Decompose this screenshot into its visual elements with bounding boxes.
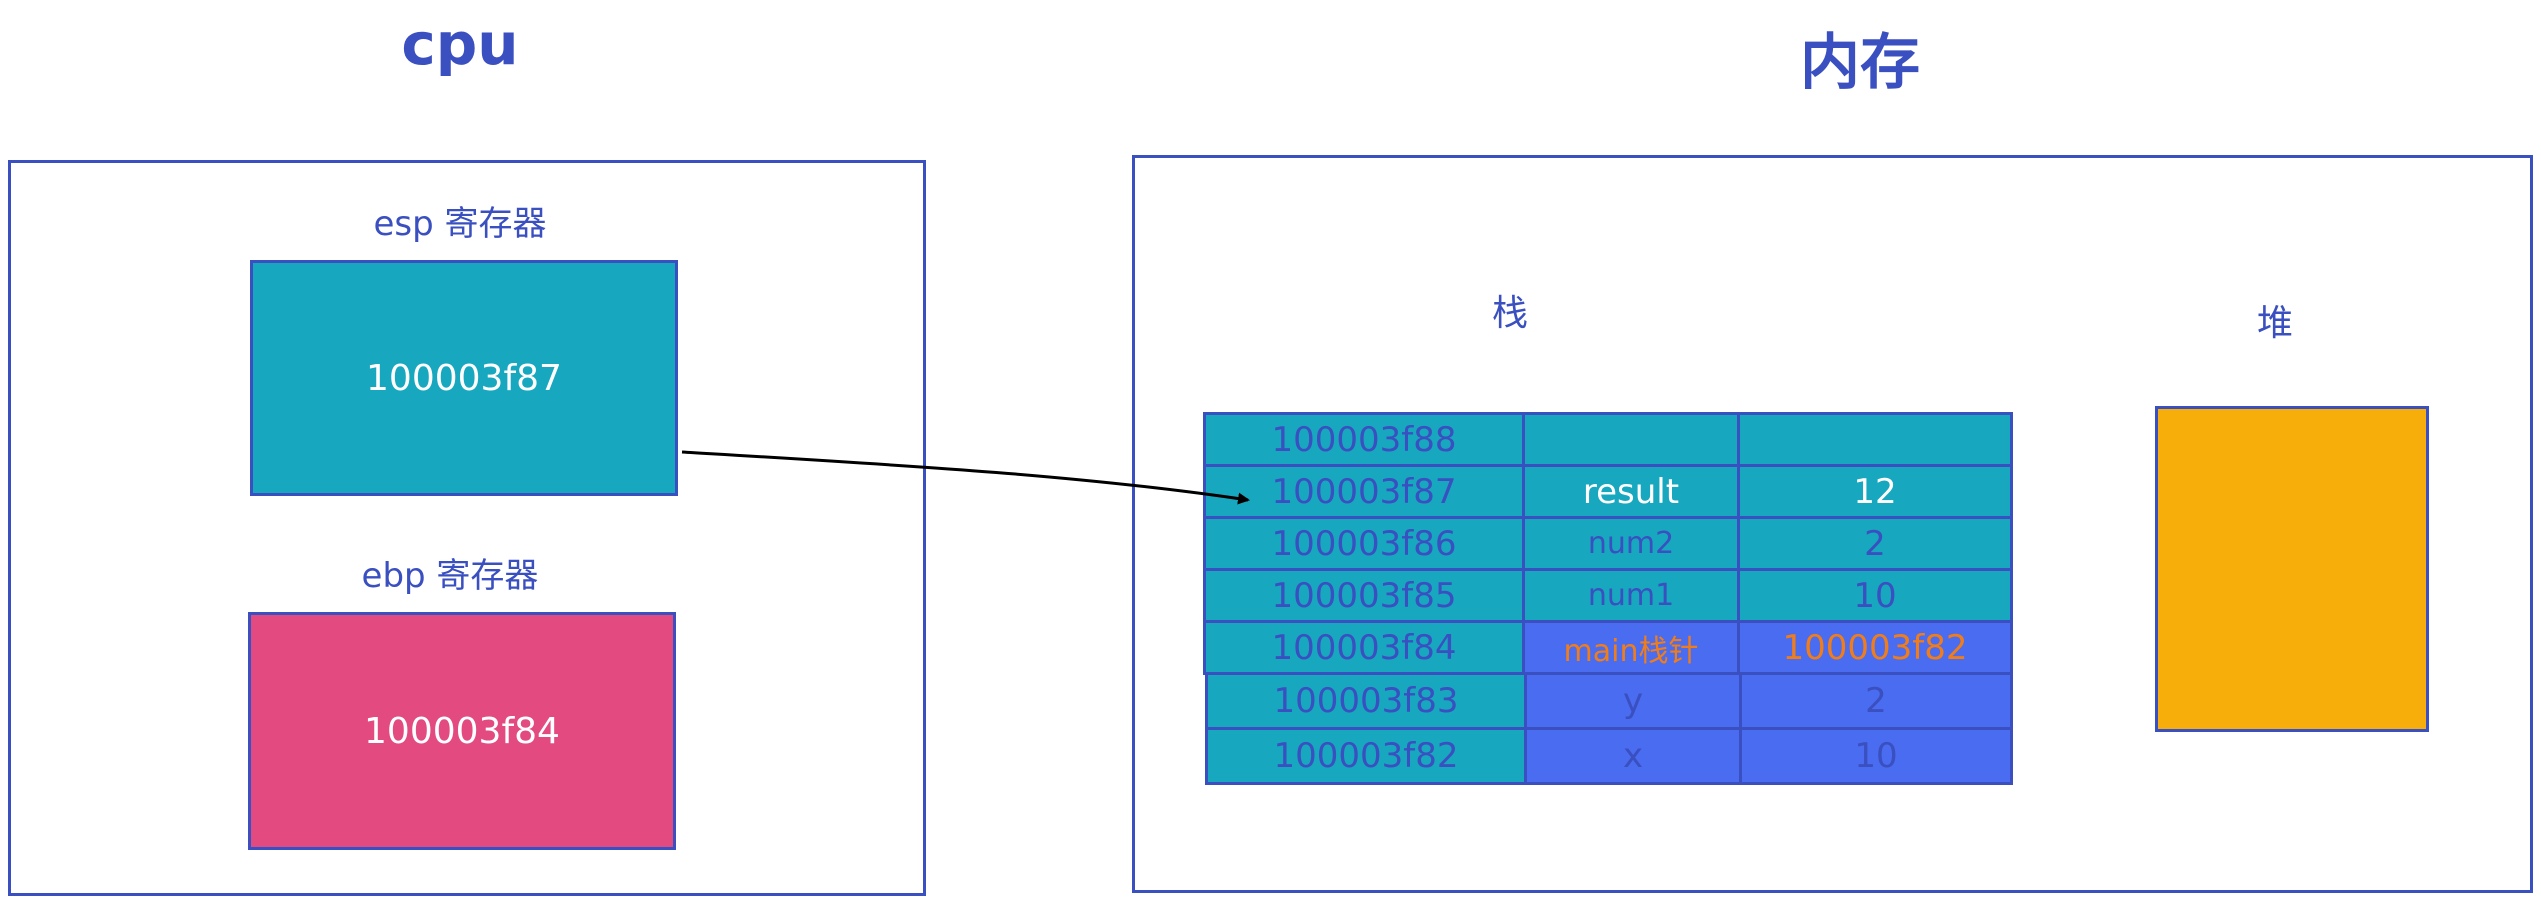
- stack-value-cell: [1737, 412, 2013, 467]
- stack-name-cell: y: [1524, 672, 1742, 730]
- stack-value-cell: 10: [1737, 568, 2013, 623]
- stack-address-cell: 100003f84: [1203, 620, 1525, 675]
- esp-register-value: 100003f87: [366, 357, 562, 399]
- memory-title: 内存: [1800, 28, 1920, 98]
- cpu-title: cpu: [401, 10, 519, 78]
- esp-register-label: esp 寄存器: [373, 204, 547, 244]
- esp-register: 100003f87: [250, 260, 678, 496]
- ebp-register-label: ebp 寄存器: [361, 556, 539, 596]
- ebp-register: 100003f84: [248, 612, 676, 850]
- stack-value-cell: 10: [1739, 727, 2013, 785]
- cpu-frame: [8, 160, 926, 896]
- stack-value-cell: 12: [1737, 464, 2013, 519]
- stack-value-cell: 100003f82: [1737, 620, 2013, 675]
- ebp-register-value: 100003f84: [364, 710, 560, 752]
- heap-label: 堆: [2256, 303, 2293, 344]
- stack-address-cell: 100003f86: [1203, 516, 1525, 571]
- stack-label: 栈: [1491, 293, 1528, 334]
- stack-address-cell: 100003f85: [1203, 568, 1525, 623]
- stack-address-cell: 100003f82: [1205, 727, 1527, 785]
- stack-name-cell: x: [1524, 727, 1742, 785]
- stack-value-cell: 2: [1739, 672, 2013, 730]
- memory-frame: [1132, 155, 2533, 893]
- heap-box: [2155, 406, 2429, 732]
- stack-address-cell: 100003f88: [1203, 412, 1525, 467]
- stack-name-cell: result: [1522, 464, 1740, 519]
